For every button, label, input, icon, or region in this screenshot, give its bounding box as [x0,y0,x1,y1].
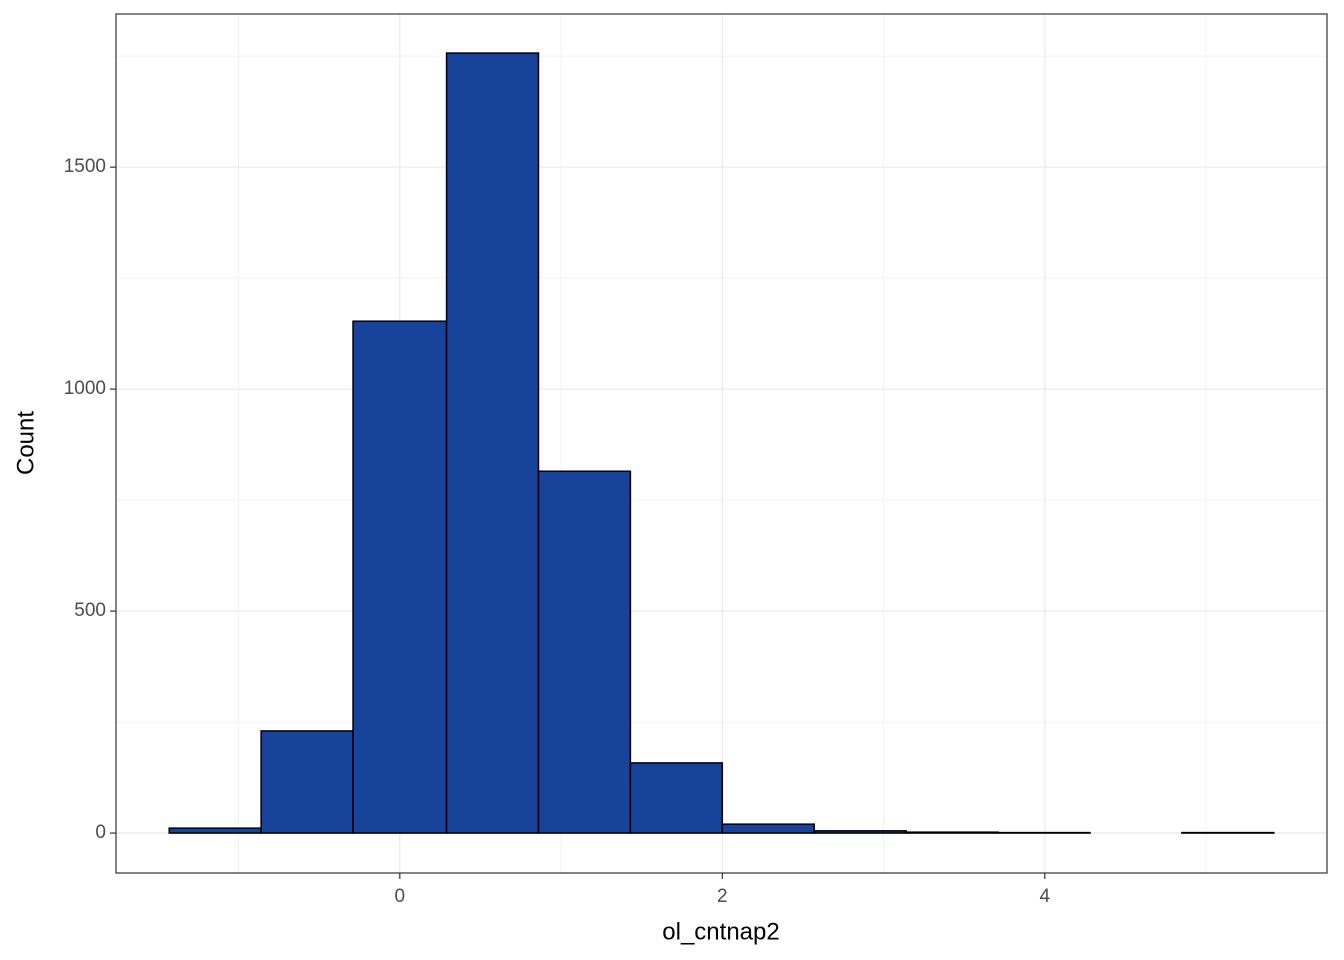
bar [721,823,815,834]
bar [629,762,724,834]
bar [168,827,262,834]
y-tick-label: 500 [74,600,106,621]
bar [445,52,540,834]
y-tick-label: 0 [95,822,106,843]
panel-border [115,13,1328,874]
y-axis-title: Count [12,411,39,475]
y-tick-label: 1500 [64,156,106,177]
bar [905,831,999,834]
x-tick-label: 2 [717,886,728,907]
y-tick-label: 1000 [64,378,106,399]
bar [352,320,448,834]
x-axis-title: ol_cntnap2 [662,918,779,945]
x-tick-label: 4 [1040,886,1051,907]
x-tick-label: 0 [395,886,406,907]
bar [813,830,907,834]
bar [537,470,632,834]
bar [260,730,354,834]
